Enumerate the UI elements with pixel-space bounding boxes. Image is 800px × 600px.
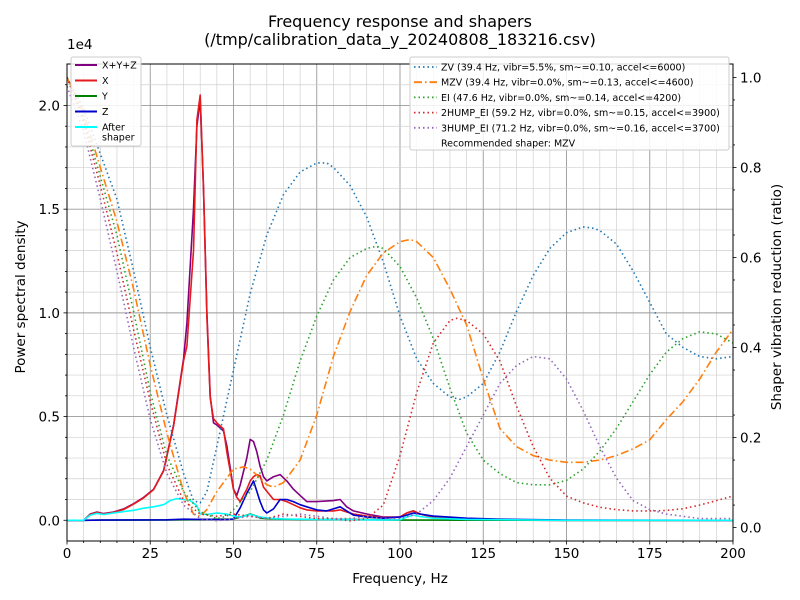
y-axis-label: Power spectral density — [13, 220, 29, 373]
x-tick-label: 75 — [308, 546, 325, 562]
psd-line-x — [67, 94, 733, 522]
legend-label: 2HUMP_EI (59.2 Hz, vibr=0.0%, sm~=0.15, … — [441, 108, 720, 119]
y-exponent-label: 1e4 — [67, 37, 92, 53]
shaper-line-2hump-ei — [67, 77, 733, 522]
legend-label: X — [102, 76, 109, 87]
shaper-line-3hump-ei — [67, 86, 733, 522]
legend-left — [70, 56, 142, 147]
x-tick-label: 25 — [142, 546, 159, 562]
shaper-line-ei — [67, 77, 733, 520]
y-tick-label: 0.5 — [39, 410, 60, 426]
legend-label: X+Y+Z — [102, 61, 137, 72]
legend-label: MZV (39.4 Hz, vibr=0.0%, sm~=0.13, accel… — [441, 78, 693, 89]
legend-label: EI (47.6 Hz, vibr=0.0%, sm~=0.14, accel<… — [441, 93, 681, 104]
y-tick-label: 2.0 — [39, 98, 60, 114]
chart-title-line2: (/tmp/calibration_data_y_20240808_183216… — [204, 30, 596, 50]
x-tick-label: 200 — [720, 546, 746, 562]
legend-label: Z — [102, 107, 109, 118]
legend-label: ZV (39.4 Hz, vibr=5.5%, sm~=0.10, accel<… — [441, 63, 685, 74]
y2-tick-label: 0.0 — [740, 521, 761, 537]
y2-tick-label: 0.2 — [740, 431, 761, 447]
y-tick-label: 0.0 — [39, 513, 60, 529]
y-tick-label: 1.5 — [39, 202, 60, 218]
y2-axis-label: Shaper vibration reduction (ratio) — [769, 184, 785, 410]
y-tick-label: 1.0 — [39, 306, 60, 322]
y2-tick-label: 0.8 — [740, 160, 761, 176]
recommended-shaper-text: Recommended shaper: MZV — [441, 139, 576, 150]
x-axis-label: Frequency, Hz — [352, 571, 448, 587]
psd-line-after-shaper — [67, 497, 733, 522]
shaper-line-zv — [67, 77, 733, 504]
legend-label: After — [102, 123, 125, 134]
x-tick-label: 125 — [470, 546, 496, 562]
chart-title-line1: Frequency response and shapers — [268, 12, 532, 31]
y2-tick-label: 1.0 — [740, 70, 761, 86]
x-tick-label: 150 — [554, 546, 580, 562]
y2-tick-label: 0.6 — [740, 250, 761, 266]
x-tick-label: 100 — [387, 546, 413, 562]
legend-label: Y — [101, 92, 108, 103]
x-tick-label: 50 — [225, 546, 242, 562]
x-tick-label: 0 — [63, 546, 72, 562]
legend-right — [409, 56, 730, 151]
y2-tick-label: 0.4 — [740, 341, 761, 357]
legend-label: shaper — [102, 133, 135, 144]
x-tick-label: 175 — [637, 546, 663, 562]
legend-label: 3HUMP_EI (71.2 Hz, vibr=0.0%, sm~=0.16, … — [441, 123, 720, 134]
